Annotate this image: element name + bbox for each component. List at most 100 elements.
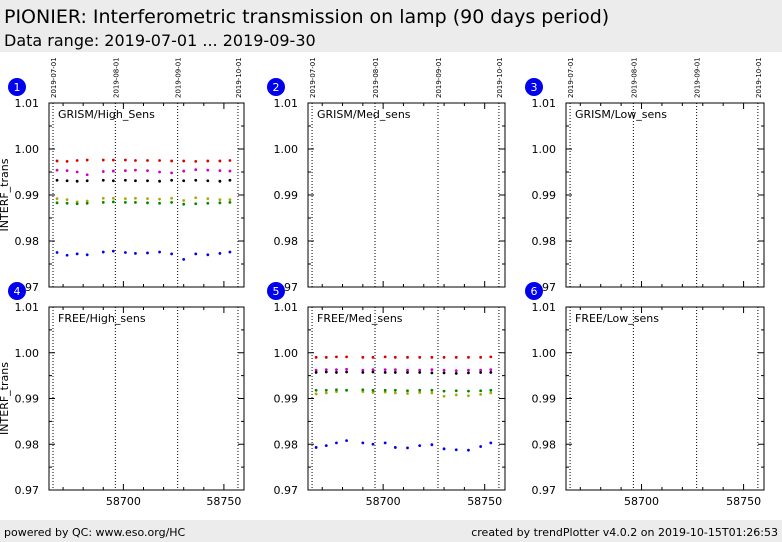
data-point bbox=[134, 159, 137, 162]
data-point bbox=[418, 444, 422, 448]
chart-panel-3: 2019-07-01 2019-08-01 2019-09-01 2019-10-01… bbox=[525, 57, 765, 294]
y-tick-label: 1.00 bbox=[15, 347, 40, 360]
y-tick-label: 0.97 bbox=[15, 484, 40, 497]
data-point bbox=[335, 388, 338, 392]
data-point bbox=[101, 196, 105, 200]
data-point bbox=[467, 371, 470, 375]
data-point bbox=[170, 196, 174, 200]
data-point bbox=[75, 252, 79, 256]
x-tick-label: 58700 bbox=[366, 495, 401, 508]
data-point bbox=[430, 391, 434, 395]
y-tick-label: 1.00 bbox=[274, 143, 299, 156]
date-marker-label: 2019-10-01 bbox=[755, 57, 763, 98]
y-tick-label: 0.98 bbox=[274, 438, 299, 451]
data-point bbox=[467, 448, 470, 452]
data-point bbox=[361, 441, 365, 445]
data-point bbox=[146, 201, 149, 205]
data-point bbox=[194, 160, 198, 163]
data-point bbox=[85, 179, 89, 183]
data-point bbox=[406, 368, 409, 372]
footer-generated-info: created by trendPlotter v4.0.2 on 2019-1… bbox=[471, 526, 778, 539]
data-point bbox=[111, 196, 115, 200]
data-point bbox=[55, 197, 59, 201]
data-point bbox=[467, 355, 470, 359]
data-point bbox=[383, 388, 387, 392]
data-point bbox=[479, 389, 483, 393]
footer-credit: powered by QC: www.eso.org/HC bbox=[4, 526, 186, 539]
y-tick-label: 0.99 bbox=[532, 189, 557, 202]
data-point bbox=[361, 355, 365, 359]
data-point bbox=[182, 258, 186, 261]
data-point bbox=[55, 159, 59, 163]
y-tick-label: 0.99 bbox=[274, 189, 299, 202]
data-point bbox=[489, 441, 493, 445]
data-point bbox=[65, 253, 69, 257]
data-point bbox=[85, 173, 89, 177]
x-tick-label: 58700 bbox=[624, 495, 659, 508]
y-tick-label: 1.01 bbox=[274, 301, 299, 314]
chart-panel-4: 0.97 0.98 0.99 1.00 1.01 58700 58750 FREE/High_… bbox=[0, 282, 245, 508]
data-point bbox=[361, 371, 365, 374]
data-point bbox=[206, 179, 210, 183]
data-point bbox=[55, 201, 59, 205]
panel-number: 6 bbox=[531, 285, 538, 298]
data-point bbox=[489, 368, 493, 372]
data-point bbox=[111, 200, 115, 204]
data-point bbox=[371, 368, 375, 372]
page-footer: powered by QC: www.eso.org/HC created by… bbox=[0, 520, 782, 542]
data-point bbox=[383, 371, 387, 374]
y-tick-label: 0.98 bbox=[274, 235, 299, 248]
data-point bbox=[324, 391, 328, 395]
data-point bbox=[442, 368, 446, 372]
data-point bbox=[393, 388, 397, 392]
data-point bbox=[467, 389, 470, 393]
data-point bbox=[65, 198, 69, 202]
y-tick-label: 0.98 bbox=[532, 235, 557, 248]
data-point bbox=[218, 179, 222, 183]
data-point bbox=[218, 201, 222, 205]
y-tick-label: 0.98 bbox=[532, 438, 557, 451]
data-point bbox=[101, 178, 105, 182]
data-point bbox=[123, 178, 127, 182]
data-point bbox=[324, 388, 328, 392]
data-point bbox=[228, 169, 232, 173]
data-point bbox=[314, 446, 318, 449]
data-point bbox=[371, 442, 375, 446]
panel-label: FREE/Med_sens bbox=[317, 312, 403, 325]
data-point bbox=[442, 371, 446, 375]
data-point bbox=[371, 370, 375, 374]
data-point bbox=[371, 355, 375, 359]
chart-panel-6: 0.97 0.98 0.99 1.00 1.01 58700 58750 FREE/Low_s… bbox=[525, 282, 765, 508]
panel-number-badge bbox=[8, 282, 26, 300]
data-point bbox=[134, 168, 137, 172]
plot-frame bbox=[48, 306, 245, 491]
data-point bbox=[393, 446, 397, 449]
data-point bbox=[442, 389, 446, 393]
chart-panel-2: 2019-07-01 2019-08-01 2019-09-01 2019-10-01… bbox=[267, 57, 506, 294]
data-point bbox=[206, 159, 210, 163]
data-point bbox=[371, 388, 375, 392]
data-point bbox=[65, 179, 69, 183]
data-point bbox=[146, 251, 149, 255]
data-point bbox=[206, 201, 210, 205]
data-point bbox=[158, 250, 161, 254]
data-point bbox=[335, 371, 338, 374]
data-point bbox=[123, 251, 127, 254]
chart-panel-1: 2019-07-01 2019-08-01 2019-09-01 2019-10-01… bbox=[0, 57, 245, 294]
data-point bbox=[345, 370, 348, 374]
data-point bbox=[467, 368, 470, 372]
data-point bbox=[406, 392, 409, 395]
data-point bbox=[218, 159, 222, 163]
y-axis-label: INTERF_trans bbox=[0, 158, 11, 231]
date-marker-label: 2019-08-01 bbox=[630, 57, 638, 98]
data-point bbox=[170, 178, 174, 182]
data-point bbox=[406, 371, 409, 374]
data-point bbox=[228, 200, 232, 204]
data-point bbox=[393, 391, 397, 395]
panel-label: GRISM/High_Sens bbox=[58, 108, 155, 121]
date-marker-label: 2019-10-01 bbox=[496, 57, 504, 98]
panel-label: FREE/High_sens bbox=[58, 312, 146, 325]
data-point bbox=[454, 389, 458, 393]
data-point bbox=[194, 178, 198, 182]
